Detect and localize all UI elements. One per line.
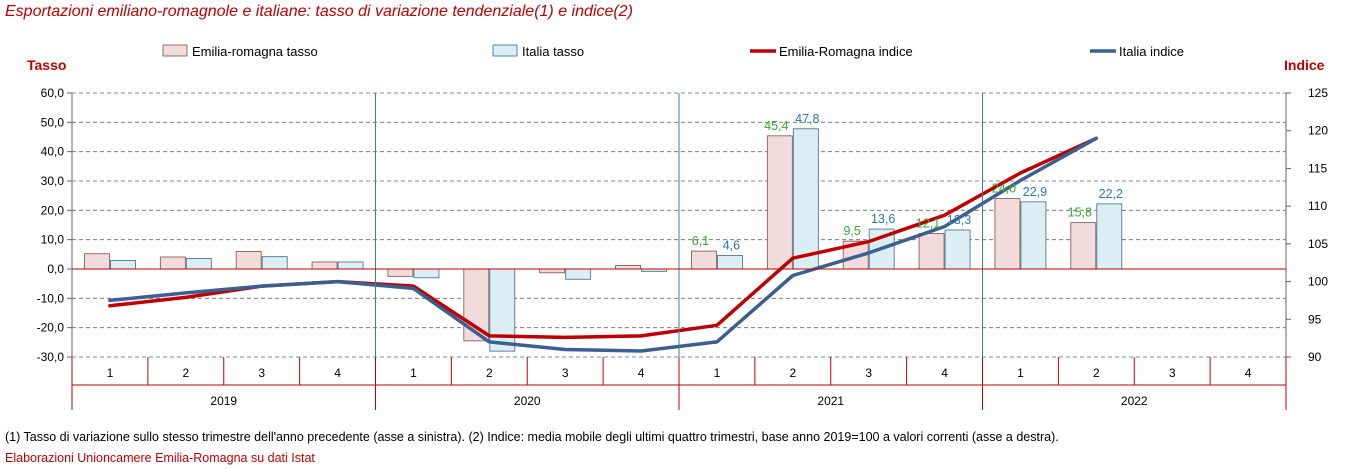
left-tick-label: -30,0	[37, 350, 65, 364]
data-label-emilia-romagna: 24,0	[992, 182, 1016, 196]
bar-italia	[1020, 201, 1047, 270]
left-tick-label: 20,0	[41, 203, 65, 217]
legend-label: Emilia-romagna tasso	[192, 44, 318, 59]
quarter-label: 2	[1093, 366, 1100, 380]
data-label-italia: 4,6	[723, 239, 740, 253]
quarter-label: 3	[258, 366, 265, 380]
right-tick-label: 120	[1308, 124, 1328, 138]
right-tick-label: 90	[1308, 350, 1322, 364]
quarter-label: 4	[638, 366, 645, 380]
bar-italia	[413, 268, 440, 279]
right-axis-ticks: 125 120 115 110 105 100 95 90	[1286, 86, 1328, 364]
data-label-emilia-romagna: 45,4	[764, 119, 788, 133]
bar-emilia-romagna	[463, 268, 490, 342]
left-tick-label: 60,0	[41, 86, 65, 100]
quarter-label: 4	[334, 366, 341, 380]
right-tick-label: 105	[1308, 237, 1328, 251]
bar-emilia-romagna	[235, 250, 262, 270]
data-label-emilia-romagna: 12,1	[916, 217, 940, 231]
bar-italia	[489, 268, 516, 352]
bar-emilia-romagna	[994, 198, 1021, 270]
year-label: 2020	[514, 394, 541, 408]
bar-italia	[792, 128, 819, 270]
legend-label: Italia indice	[1119, 44, 1184, 59]
bar-italia	[185, 258, 212, 270]
bar-emilia-romagna	[159, 256, 186, 270]
quarter-label: 1	[107, 366, 114, 380]
bar-italia	[110, 260, 136, 270]
left-tick-label: 40,0	[41, 145, 65, 159]
quarter-label: 1	[714, 366, 721, 380]
chart-svg: Emilia-romagna tasso Italia tasso Emilia-R…	[27, 44, 1328, 410]
data-label-italia: 13,3	[947, 213, 971, 227]
chart-title: Esportazioni emiliano-romagnole e italia…	[5, 3, 633, 20]
quarter-label: 3	[562, 366, 569, 380]
index-lines	[108, 136, 1099, 353]
quarter-label: 4	[941, 366, 948, 380]
quarter-label: 1	[1017, 366, 1024, 380]
right-tick-label: 125	[1308, 86, 1328, 100]
right-tick-label: 115	[1308, 161, 1327, 175]
bar-emilia-romagna	[311, 261, 338, 270]
data-label-emilia-romagna: 9,5	[843, 224, 860, 238]
bar-italia	[337, 261, 364, 270]
year-label: 2022	[1121, 394, 1148, 408]
data-label-italia: 47,8	[795, 112, 819, 126]
bar-italia	[261, 256, 288, 270]
bar-italia	[717, 255, 743, 270]
quarter-label: 2	[789, 366, 796, 380]
data-label-emilia-romagna: 15,8	[1068, 206, 1092, 220]
line-italia-indice	[108, 136, 1099, 353]
bar-emilia-romagna	[615, 265, 641, 270]
bar-italia	[1096, 203, 1123, 270]
legend-label: Italia tasso	[522, 44, 584, 59]
year-label: 2021	[817, 394, 844, 408]
left-tick-label: 0,0	[47, 262, 64, 276]
right-axis-title: Indice	[1284, 57, 1325, 73]
x-axis-labels: 1 2 3 4 1 2 3 4 1 2 3 4 1 2 3 4 2019 2020 2021 2022	[71, 357, 1287, 410]
left-tick-label: -20,0	[37, 321, 65, 335]
quarter-label: 3	[1169, 366, 1176, 380]
left-tick-label: 50,0	[41, 115, 65, 129]
bar-emilia-romagna	[766, 135, 793, 270]
left-tick-label: 30,0	[41, 174, 65, 188]
data-labels: 6,1 45,4 9,5 12,1 24,0 15,8 4,6 47,8 13,6 13,3 22,…	[692, 112, 1123, 253]
bar-emilia-romagna	[387, 268, 414, 277]
bar-italia	[944, 229, 971, 270]
data-label-italia: 22,2	[1099, 187, 1123, 201]
right-tick-label: 100	[1308, 275, 1328, 289]
right-tick-label: 110	[1308, 199, 1327, 213]
bar-emilia-romagna	[918, 233, 945, 270]
legend-swatch	[162, 44, 188, 57]
bar-emilia-romagna	[539, 268, 566, 274]
quarter-label: 2	[182, 366, 189, 380]
bar-emilia-romagna	[1070, 222, 1097, 270]
data-label-italia: 13,6	[871, 212, 895, 226]
source-note: Elaborazioni Unioncamere Emilia-Romagna …	[5, 451, 315, 465]
left-tick-label: 10,0	[41, 233, 65, 247]
left-axis-title: Tasso	[27, 57, 66, 73]
left-axis-ticks: 60,0 50,0 40,0 30,0 20,0 10,0 0,0 -10,0 -20,0 -30…	[37, 86, 72, 364]
legend: Emilia-romagna tasso Italia tasso Emilia-R…	[162, 44, 1184, 59]
year-label: 2019	[210, 394, 237, 408]
data-label-italia: 22,9	[1023, 185, 1047, 199]
legend-swatch	[492, 44, 518, 57]
axes	[71, 93, 1287, 357]
quarter-label: 4	[1245, 366, 1252, 380]
bar-emilia-romagna	[84, 253, 110, 270]
bar-italia	[565, 268, 592, 280]
quarter-label: 3	[865, 366, 872, 380]
quarter-label: 1	[410, 366, 417, 380]
right-tick-label: 95	[1308, 312, 1322, 326]
left-tick-label: -10,0	[37, 291, 65, 305]
legend-label: Emilia-Romagna indice	[779, 44, 913, 59]
footnote: (1) Tasso di variazione sullo stesso tri…	[5, 430, 1059, 444]
quarter-label: 2	[486, 366, 493, 380]
data-label-emilia-romagna: 6,1	[692, 234, 709, 248]
bar-emilia-romagna	[691, 250, 717, 270]
